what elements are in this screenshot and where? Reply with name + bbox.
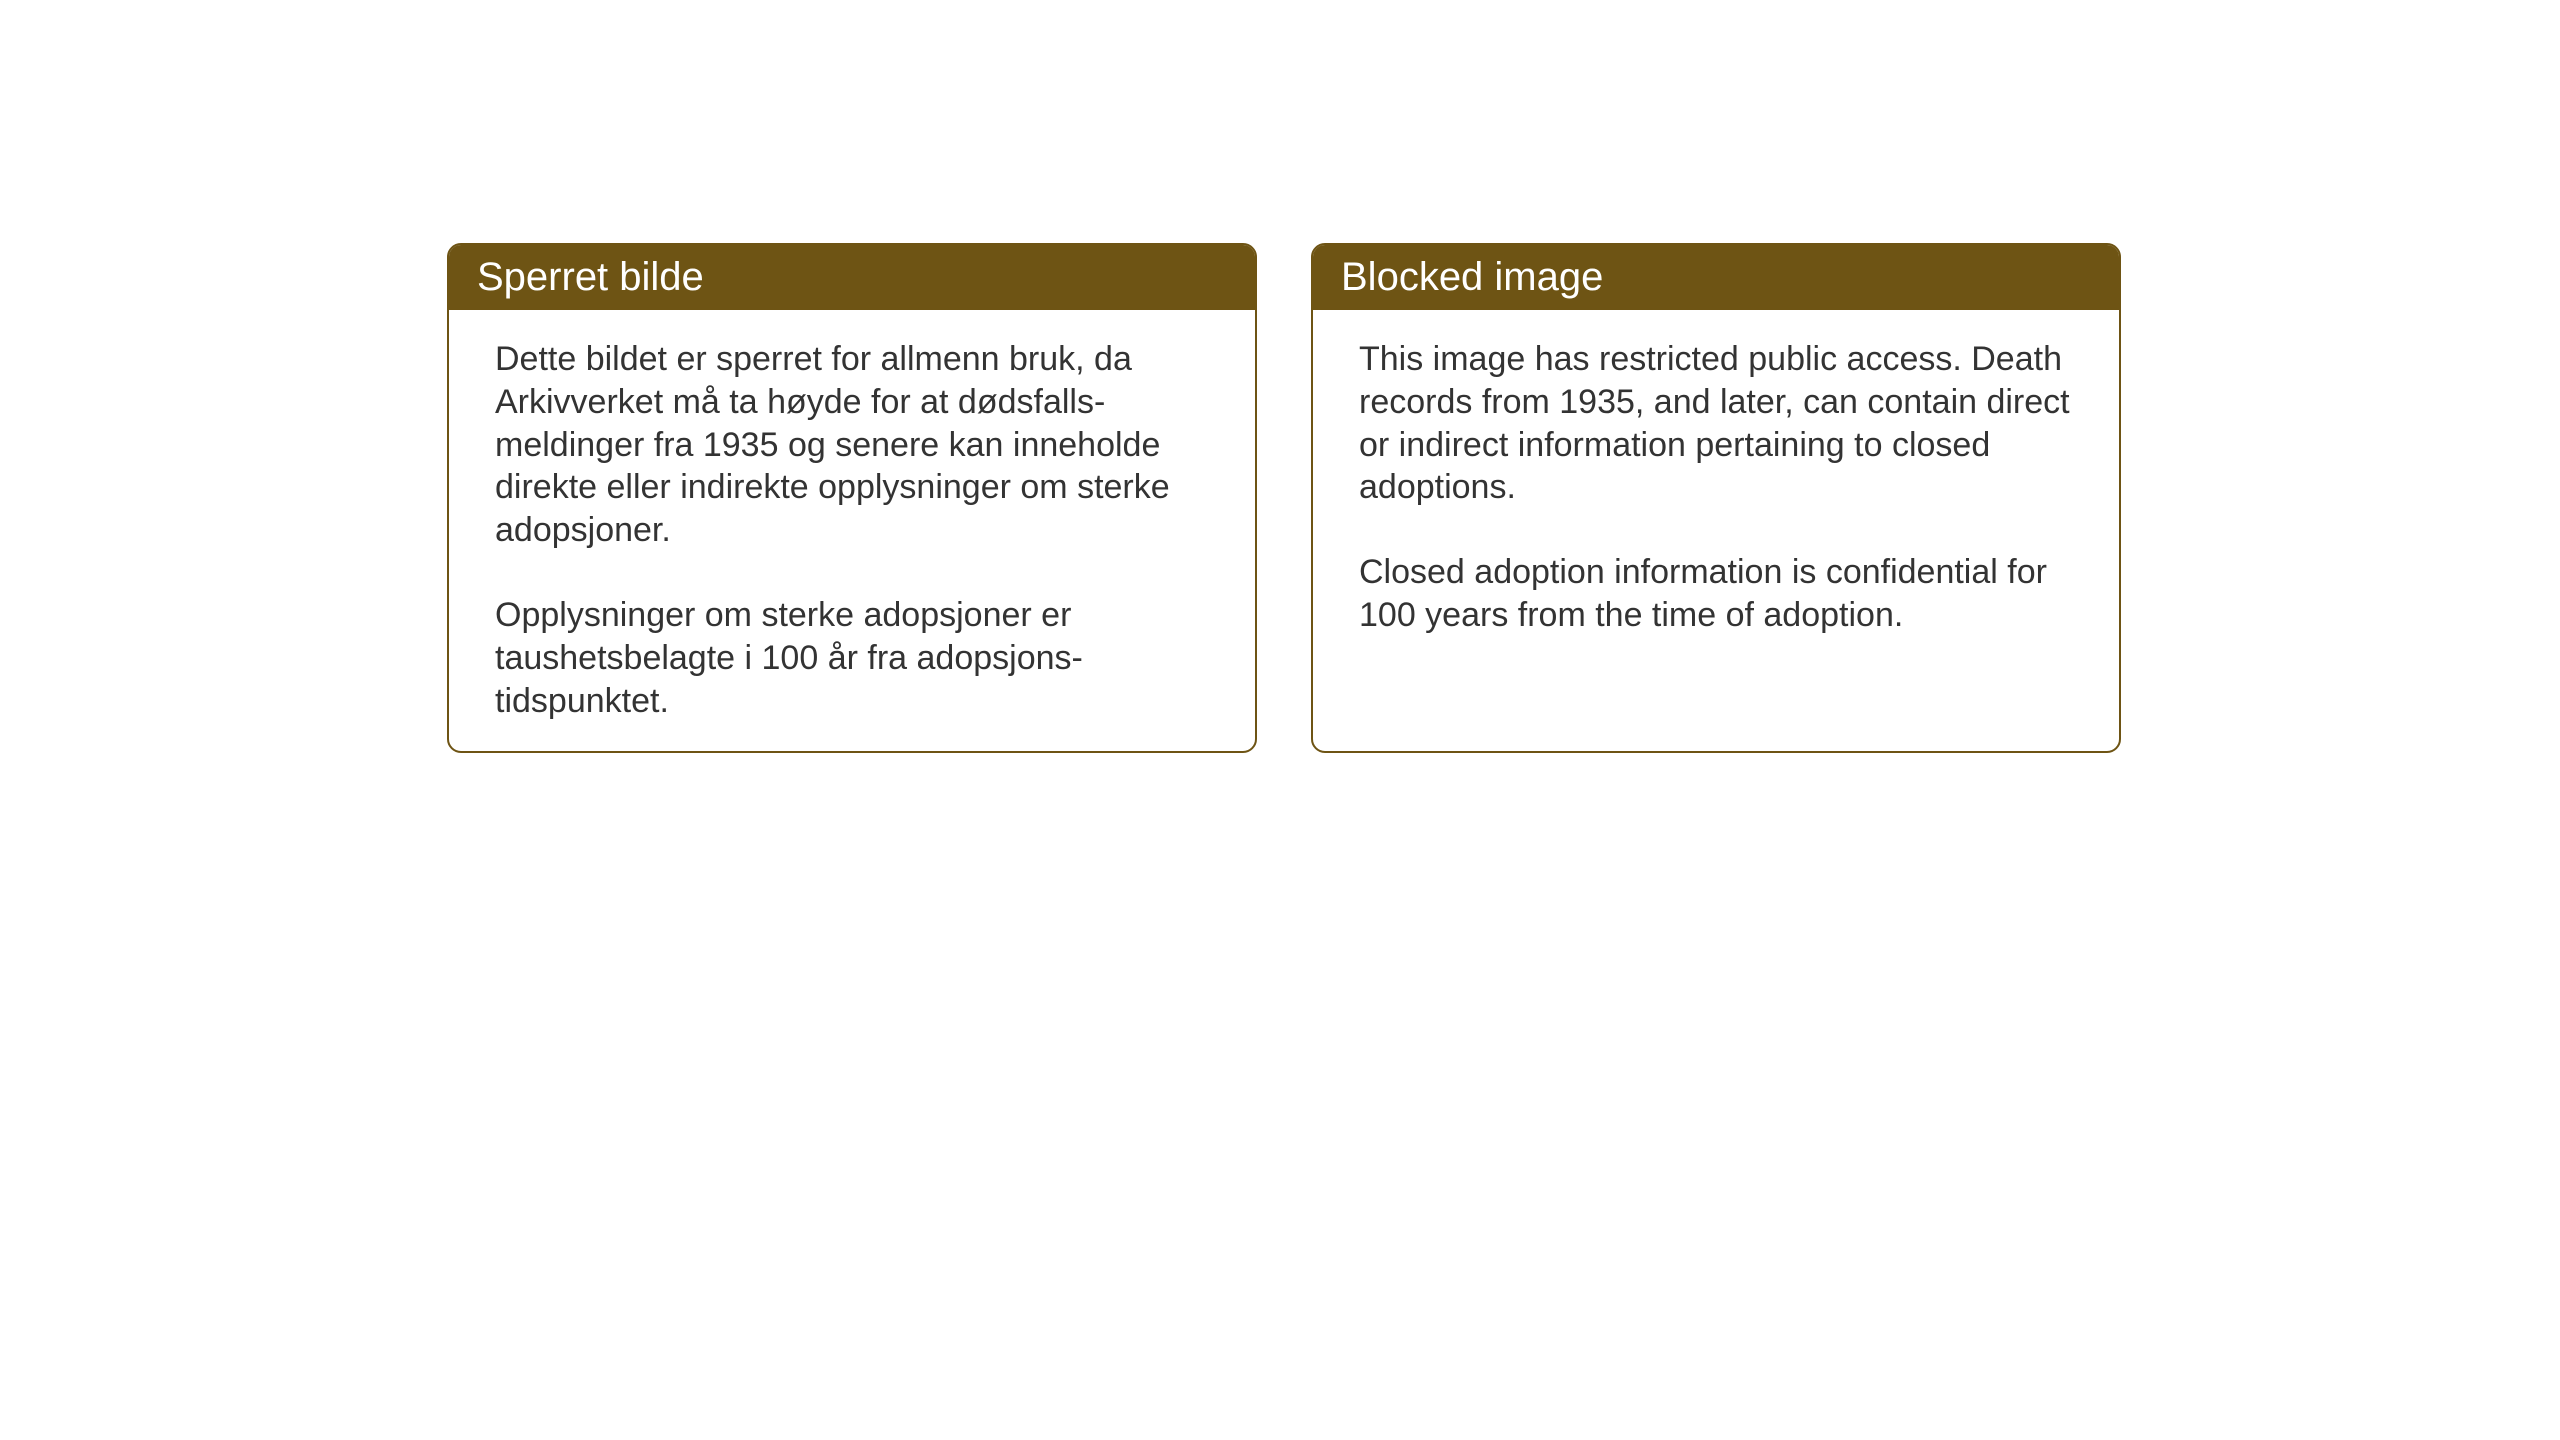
- english-card-body: This image has restricted public access.…: [1313, 310, 2119, 677]
- norwegian-card-title: Sperret bilde: [449, 245, 1255, 310]
- norwegian-paragraph-1: Dette bildet er sperret for allmenn bruk…: [495, 338, 1209, 552]
- norwegian-paragraph-2: Opplysninger om sterke adopsjoner er tau…: [495, 594, 1209, 722]
- norwegian-card-body: Dette bildet er sperret for allmenn bruk…: [449, 310, 1255, 753]
- english-card-title: Blocked image: [1313, 245, 2119, 310]
- english-paragraph-1: This image has restricted public access.…: [1359, 338, 2073, 509]
- norwegian-notice-card: Sperret bilde Dette bildet er sperret fo…: [447, 243, 1257, 753]
- english-notice-card: Blocked image This image has restricted …: [1311, 243, 2121, 753]
- notice-cards-container: Sperret bilde Dette bildet er sperret fo…: [447, 243, 2121, 753]
- english-paragraph-2: Closed adoption information is confident…: [1359, 551, 2073, 637]
